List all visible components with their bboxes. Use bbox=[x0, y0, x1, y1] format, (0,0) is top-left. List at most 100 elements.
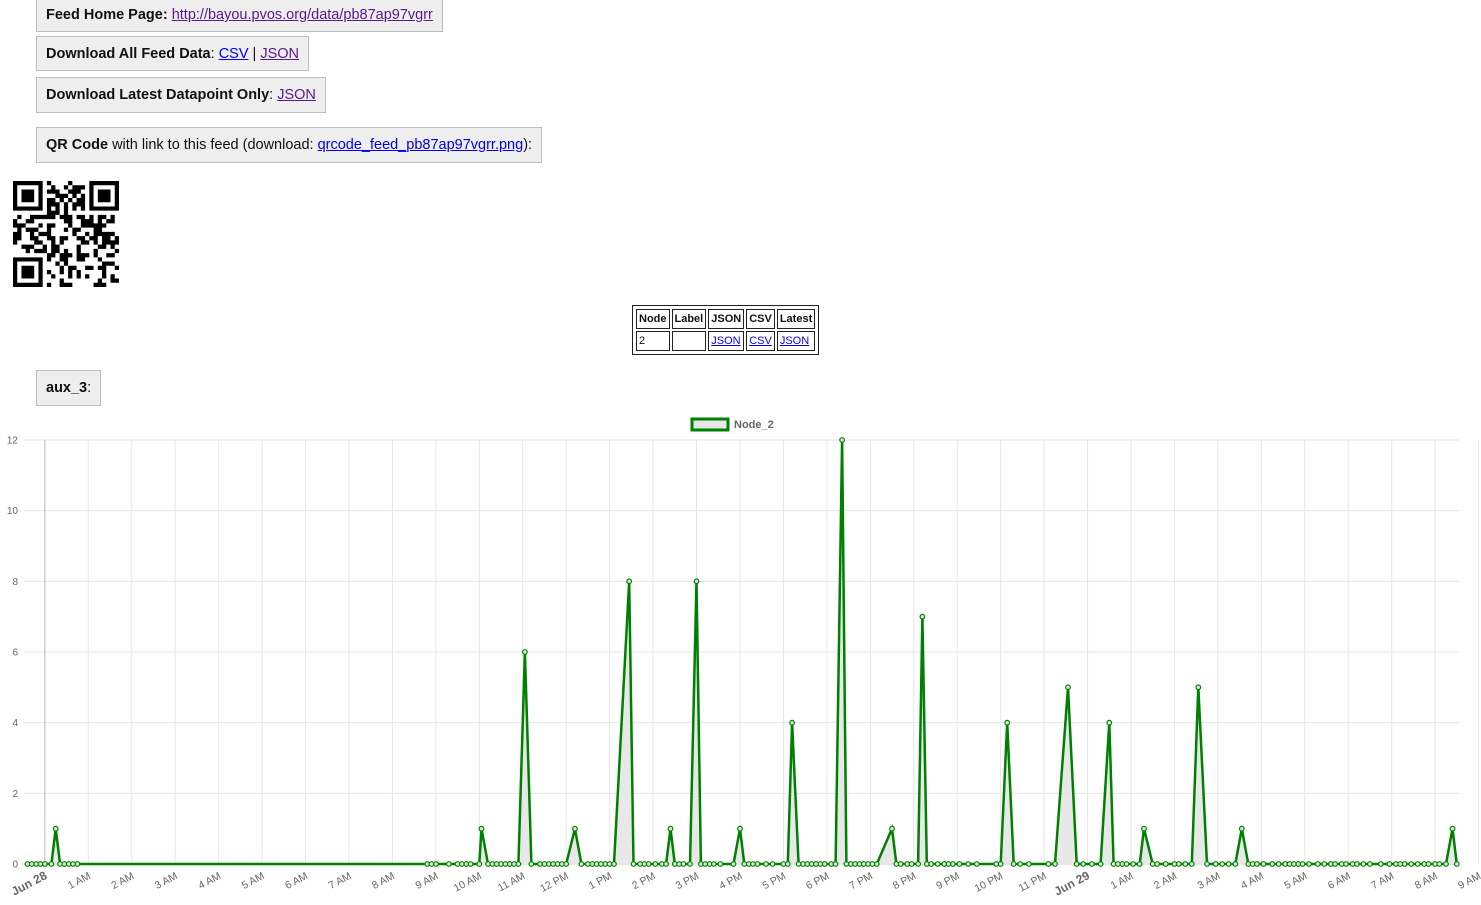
data-point bbox=[928, 861, 934, 867]
field-label-box: aux_3: bbox=[36, 370, 102, 406]
download-all-separator: | bbox=[252, 45, 257, 62]
data-point bbox=[997, 861, 1004, 867]
data-point bbox=[663, 861, 669, 867]
x-tick-label: 2 PM bbox=[630, 870, 657, 892]
data-point bbox=[1136, 861, 1143, 867]
qr-code-text: with link to this feed (download: bbox=[112, 137, 314, 153]
qr-code-text-end: ): bbox=[523, 137, 533, 153]
feed-home-box: Feed Home Page: http://bayou.pvos.org/da… bbox=[36, 0, 443, 32]
data-point bbox=[839, 437, 845, 443]
data-point bbox=[578, 861, 585, 867]
cell-csv: CSV bbox=[746, 331, 775, 351]
x-tick-label: 4 PM bbox=[717, 870, 744, 892]
x-tick-label: 11 PM bbox=[1017, 870, 1049, 894]
header-node: Node bbox=[636, 309, 670, 329]
header-latest: Latest bbox=[776, 309, 816, 329]
x-tick-label: 11 AM bbox=[496, 870, 527, 894]
data-point bbox=[763, 861, 769, 867]
data-point bbox=[1360, 861, 1367, 867]
y-tick-label: 12 bbox=[7, 436, 19, 447]
cell-node: 2 bbox=[636, 331, 670, 351]
data-point bbox=[476, 861, 483, 867]
download-latest-colon: : bbox=[269, 87, 274, 103]
data-point bbox=[1299, 861, 1306, 867]
header-label: Label bbox=[671, 309, 707, 329]
node-csv-link[interactable]: CSV bbox=[749, 335, 772, 347]
data-point bbox=[515, 861, 522, 867]
x-tick-label: 1 PM bbox=[587, 870, 614, 892]
data-point bbox=[1401, 861, 1408, 867]
data-point bbox=[1314, 861, 1321, 867]
data-point bbox=[784, 861, 791, 867]
data-point bbox=[1106, 719, 1113, 726]
data-point bbox=[1182, 861, 1189, 867]
data-point bbox=[1154, 861, 1160, 867]
data-point bbox=[478, 825, 485, 832]
node-latest-link[interactable]: JSON bbox=[779, 335, 810, 347]
data-point bbox=[1414, 861, 1421, 867]
data-point bbox=[1017, 861, 1024, 867]
data-point bbox=[572, 825, 578, 832]
x-tick-label: 4 AM bbox=[1239, 870, 1266, 892]
data-point bbox=[1065, 684, 1071, 691]
data-point bbox=[433, 861, 439, 867]
y-tick-label: 10 bbox=[7, 506, 19, 517]
feed-home-link[interactable]: http://bayou.pvos.org/data/pb87ap97vgrr bbox=[171, 7, 433, 23]
x-tick-label: 1 AM bbox=[66, 870, 93, 892]
data-point bbox=[897, 861, 904, 867]
download-all-json-link[interactable]: JSON bbox=[260, 45, 300, 62]
node-json-link[interactable]: JSON bbox=[711, 335, 741, 347]
x-tick-label: 7 AM bbox=[327, 870, 354, 892]
data-point bbox=[1425, 861, 1432, 867]
data-point bbox=[52, 825, 59, 832]
data-point bbox=[737, 825, 743, 832]
data-point bbox=[1238, 825, 1245, 832]
x-tick-label: 9 AM bbox=[414, 870, 441, 892]
x-tick-label: 9 AM bbox=[1456, 870, 1481, 892]
download-latest-label: Download Latest Datapoint Only bbox=[46, 87, 270, 103]
data-point bbox=[563, 861, 570, 867]
header-json: JSON bbox=[708, 309, 745, 329]
download-latest-json-link[interactable]: JSON bbox=[277, 87, 316, 103]
x-tick-label: 7 AM bbox=[1369, 870, 1396, 892]
data-point bbox=[652, 861, 659, 867]
qr-code-download-link[interactable]: qrcode_feed_pb87ap97vgrr.png bbox=[317, 137, 524, 153]
nodes-table: Node Label JSON CSV Latest 2 JSON CSV JS… bbox=[632, 305, 820, 355]
data-point bbox=[1254, 861, 1260, 867]
x-tick-label: 12 PM bbox=[538, 870, 570, 895]
data-point bbox=[667, 825, 674, 832]
download-latest-box: Download Latest Datapoint Only: JSON bbox=[36, 77, 326, 113]
data-point bbox=[717, 861, 724, 867]
x-tick-label: Jun 29 bbox=[1052, 868, 1092, 898]
aux3-chart: 0 2 4 6 8 10 12 Jun 28 1 AM 2 AM 3 AM 4 AM 5 AM 6 AM 7… bbox=[7, 417, 1481, 898]
data-point bbox=[1010, 861, 1017, 867]
y-tick-label: 2 bbox=[12, 789, 18, 800]
data-point bbox=[1408, 861, 1415, 867]
data-point bbox=[1123, 861, 1130, 867]
data-point bbox=[1080, 861, 1087, 867]
data-point bbox=[1377, 861, 1384, 867]
header-csv: CSV bbox=[746, 309, 775, 329]
data-point bbox=[754, 861, 761, 867]
data-point bbox=[1343, 861, 1349, 867]
field-colon: : bbox=[87, 380, 92, 396]
qr-code-box: QR Code with link to this feed (download… bbox=[36, 127, 543, 163]
data-point bbox=[1332, 861, 1339, 867]
data-point bbox=[528, 861, 535, 867]
data-point bbox=[74, 861, 81, 867]
x-tick-label: 6 AM bbox=[1326, 870, 1353, 892]
data-point bbox=[950, 861, 956, 867]
data-point bbox=[1306, 861, 1312, 867]
x-tick-label: 6 PM bbox=[804, 870, 831, 892]
x-tick-label: 5 PM bbox=[761, 870, 788, 892]
download-all-csv-link[interactable]: CSV bbox=[218, 45, 249, 62]
cell-latest: JSON bbox=[776, 331, 816, 351]
data-point bbox=[522, 649, 528, 655]
download-all-box: Download All Feed Data: CSV | JSON bbox=[36, 36, 310, 71]
data-point bbox=[1097, 861, 1104, 867]
data-point bbox=[934, 861, 941, 867]
x-tick-label: 10 AM bbox=[452, 870, 484, 895]
x-tick-label: 3 AM bbox=[153, 870, 180, 892]
data-point bbox=[693, 578, 700, 585]
x-tick-label: 1 AM bbox=[1109, 870, 1136, 892]
